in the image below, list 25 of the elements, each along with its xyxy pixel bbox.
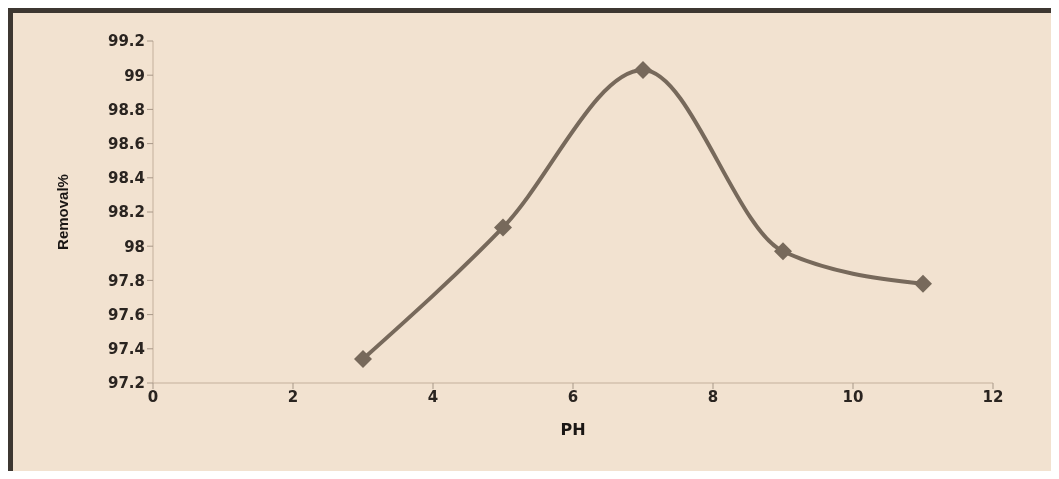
x-tick-label: 0 <box>147 387 159 406</box>
x-tick-label: 2 <box>287 387 299 406</box>
x-axis-title: PH <box>560 420 586 439</box>
y-tick-label: 97.6 <box>107 305 145 324</box>
y-tick-label: 97.2 <box>107 374 145 393</box>
y-axis-title: Removal% <box>54 174 72 250</box>
x-tick-label: 8 <box>707 387 719 406</box>
point <box>494 218 512 237</box>
y-tick-label: 98.6 <box>107 134 145 153</box>
y-tick-label: 99 <box>124 66 145 85</box>
point <box>774 242 792 261</box>
x-tick-label: 4 <box>427 387 439 406</box>
point <box>634 61 652 80</box>
y-tick-label: 98.8 <box>107 100 145 119</box>
y-tick-label: 97.4 <box>107 340 145 359</box>
y-tick-label: 98 <box>124 237 145 256</box>
x-tick-label: 6 <box>567 387 579 406</box>
x-tick-label: 10 <box>842 387 864 406</box>
point <box>914 274 932 293</box>
x-tick-label: 12 <box>982 387 1004 406</box>
point <box>354 350 372 369</box>
y-tick-label: 98.2 <box>107 203 145 222</box>
y-tick-label: 97.8 <box>107 271 145 290</box>
y-tick-label: 99.2 <box>107 32 145 51</box>
y-tick-label: 98.4 <box>107 169 145 188</box>
